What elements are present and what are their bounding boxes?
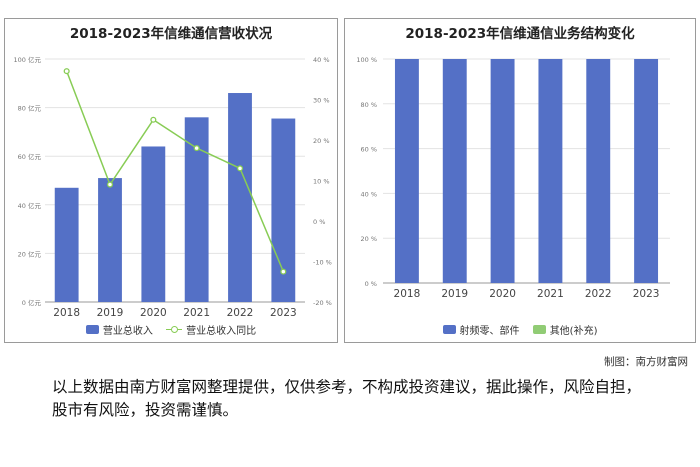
x-tick-label: 2023 — [270, 307, 297, 319]
y-tick-label: 80 % — [360, 101, 377, 109]
legend-label-other: 其他(补充) — [549, 326, 598, 337]
x-tick-label: 2019 — [97, 307, 124, 319]
rf-components-bar — [634, 59, 659, 283]
y2-tick-label: 40 % — [313, 56, 330, 64]
revenue-bar — [228, 93, 252, 303]
x-tick-label: 2020 — [489, 288, 516, 300]
rf-components-bar — [538, 59, 563, 283]
revenue-bar — [98, 178, 122, 302]
legend-label-rf-components: 射频零、部件 — [459, 326, 520, 337]
x-tick-label: 2021 — [537, 288, 564, 300]
revenue-yoy-point — [236, 165, 244, 172]
business-structure-chart-legend: 射频零、部件 其他(补充) — [345, 322, 695, 337]
y2-tick-label: 30 % — [313, 97, 330, 105]
rf-components-bar — [394, 59, 419, 283]
disclaimer-text: 以上数据由南方财富网整理提供，仅供参考，不构成投资建议，据此操作，风险自担，股市… — [52, 378, 642, 419]
y-tick-label: 40 % — [360, 190, 377, 198]
revenue-yoy-point — [150, 116, 157, 123]
y-tick-label: 40 亿元 — [18, 201, 42, 210]
business-structure-chart-panel: 2018-2023年信维通信业务结构变化 0 % 20 % 40 % 60 % 80 %… — [344, 18, 696, 343]
y2-tick-label: 0 % — [313, 218, 325, 226]
legend-swatch-revenue — [85, 325, 99, 334]
rf-components-bar — [586, 59, 611, 283]
rf-components-bar — [490, 59, 515, 283]
x-tick-label: 2020 — [140, 307, 167, 319]
revenue-chart-panel: 2018-2023年信维通信营收状况 0 亿元 20 亿元 40 亿元 60 亿元 80… — [4, 18, 338, 343]
y2-tick-label: 20 % — [313, 137, 330, 145]
y-tick-label: 100 % — [356, 56, 377, 64]
x-tick-label: 2019 — [441, 288, 468, 300]
legend-swatch-other — [532, 325, 546, 334]
y-tick-label: 0 亿元 — [22, 298, 42, 307]
revenue-chart-title: 2018-2023年信维通信营收状况 — [69, 26, 273, 42]
rf-components-bar — [442, 59, 467, 283]
revenue-yoy-point — [106, 181, 114, 188]
revenue-bar — [54, 187, 79, 302]
x-tick-label: 2023 — [633, 288, 660, 300]
y-tick-label: 0 % — [365, 280, 377, 288]
legend-swatch-revenue-yoy — [166, 325, 183, 334]
legend-item-revenue-yoy[interactable]: 营业总收入同比 — [166, 322, 256, 337]
business-structure-chart-title: 2018-2023年信维通信业务结构变化 — [405, 26, 635, 42]
y-tick-label: 60 % — [360, 146, 377, 154]
legend-label-revenue: 营业总收入 — [102, 326, 153, 337]
y-tick-label: 20 % — [360, 235, 377, 243]
y2-tick-label: -10 % — [313, 259, 332, 267]
revenue-chart-plot: 0 亿元 20 亿元 40 亿元 60 亿元 80 亿元 100 亿元 -20 % -10 %… — [14, 55, 332, 319]
revenue-yoy-point — [280, 268, 287, 275]
x-tick-label: 2018 — [53, 307, 80, 319]
legend-item-revenue[interactable]: 营业总收入 — [85, 322, 153, 337]
y2-tick-label: 10 % — [313, 178, 330, 186]
revenue-chart-legend: 营业总收入 营业总收入同比 — [5, 322, 337, 337]
revenue-bar — [184, 117, 209, 302]
x-tick-label: 2018 — [394, 288, 421, 300]
x-tick-label: 2022 — [227, 307, 254, 319]
business-structure-chart-plot: 0 % 20 % 40 % 60 % 80 % 100 % 2018 2019 2020 2021… — [356, 56, 670, 300]
revenue-yoy-point — [193, 145, 200, 152]
y-tick-label: 60 亿元 — [18, 152, 42, 161]
x-tick-label: 2022 — [585, 288, 612, 300]
revenue-bar — [141, 146, 166, 302]
revenue-yoy-point — [63, 68, 70, 75]
legend-label-revenue-yoy: 营业总收入同比 — [186, 326, 257, 337]
legend-item-rf-components[interactable]: 射频零、部件 — [442, 322, 520, 337]
y-tick-label: 80 亿元 — [18, 104, 42, 113]
x-tick-label: 2021 — [183, 307, 210, 319]
legend-item-other[interactable]: 其他(补充) — [532, 322, 598, 337]
revenue-yoy-line — [65, 70, 285, 272]
y-tick-label: 100 亿元 — [14, 55, 42, 64]
y-tick-label: 20 亿元 — [18, 249, 42, 258]
chart-credit: 制图：南方财富网 — [604, 356, 688, 368]
y2-tick-label: -20 % — [313, 299, 332, 307]
legend-swatch-rf-components — [442, 325, 456, 334]
